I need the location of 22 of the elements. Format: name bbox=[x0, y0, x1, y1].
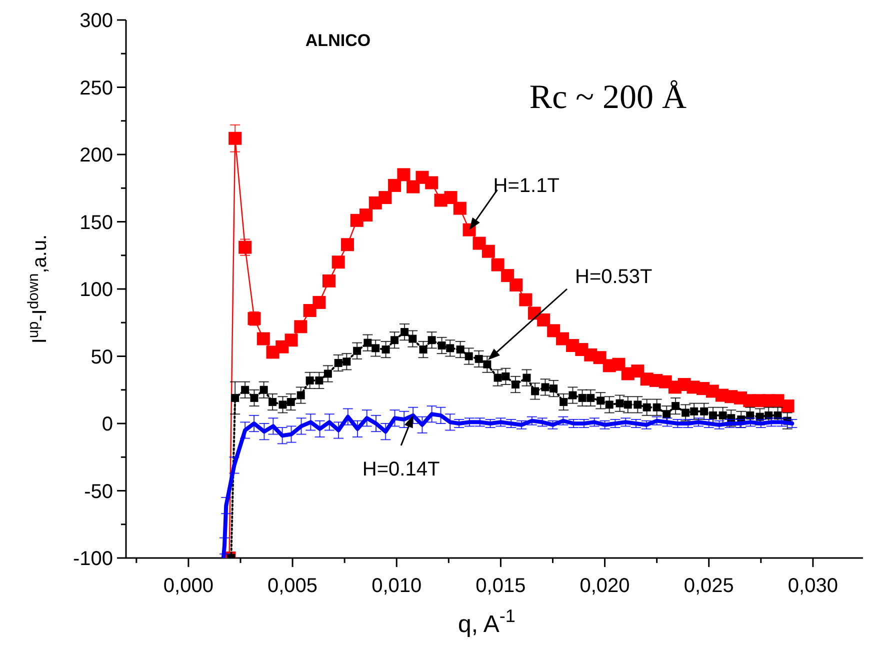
x-tick-label: 0,000 bbox=[163, 575, 214, 597]
annotation: H=1.1T bbox=[493, 174, 560, 197]
y-tick-label: -50 bbox=[84, 480, 113, 503]
y-tick-label: -100 bbox=[72, 548, 113, 570]
y-tick-label: 100 bbox=[80, 279, 113, 301]
x-tick-label: 0,030 bbox=[788, 575, 838, 597]
x-tick-label: 0,020 bbox=[580, 575, 630, 597]
y-tick-label: 200 bbox=[80, 144, 113, 166]
annotation: H=0.53T bbox=[575, 266, 652, 288]
text: ALNICO bbox=[305, 31, 371, 50]
y-tick-label: 150 bbox=[80, 212, 113, 234]
y-tick-label: 50 bbox=[90, 346, 113, 368]
y-tick-label: 0 bbox=[102, 414, 113, 436]
x-tick-label: 0,005 bbox=[268, 575, 318, 597]
x-axis-title: q, A$^{-1}$ bbox=[458, 606, 516, 638]
x-tick-label: 0,025 bbox=[684, 575, 734, 597]
annotation: H=0.14T bbox=[362, 458, 440, 480]
x-tick-label: 0,015 bbox=[476, 575, 526, 597]
x-tick-label: 0,010 bbox=[372, 575, 422, 597]
y-tick-label: 250 bbox=[80, 77, 113, 100]
y-tick-label: 300 bbox=[80, 10, 113, 32]
annotation: Rc ~ 200 Å bbox=[529, 79, 688, 116]
